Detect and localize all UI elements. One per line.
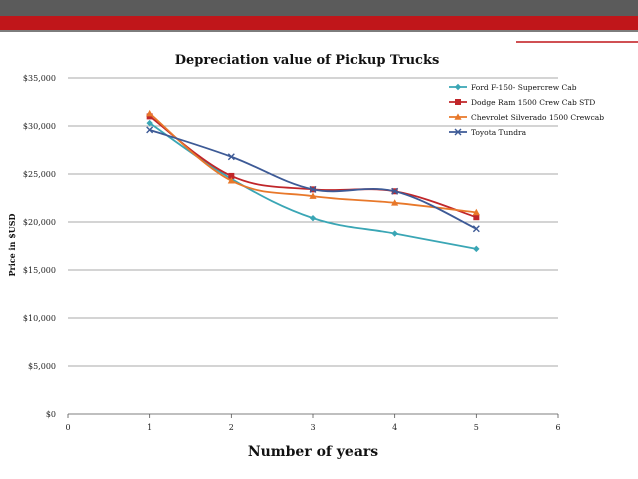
y-axis-label: Price in $USD: [7, 213, 17, 276]
axes: [67, 413, 559, 418]
y-tick-label: $20,000: [23, 218, 56, 227]
data-point: [472, 225, 480, 233]
data-point: [309, 185, 317, 193]
series-lines: [146, 109, 480, 253]
legend-label: Chevrolet Silverado 1500 Crewcab: [471, 113, 604, 122]
series-line: [149, 128, 477, 230]
legend-item: Toyota Tundra: [449, 128, 527, 137]
data-point: [309, 192, 317, 199]
legend-marker: [454, 128, 462, 136]
legend-item: Dodge Ram 1500 Crew Cab STD: [449, 98, 595, 107]
y-tick-label: $5,000: [28, 362, 56, 371]
y-tick-label: $35,000: [23, 74, 56, 83]
tick-labels: $0 $5,000 $10,000 $15,000 $20,000 $25,000 $30,…: [23, 74, 561, 432]
data-point: [228, 172, 235, 179]
data-point: [391, 187, 399, 195]
data-point: [391, 199, 399, 206]
legend-marker: [454, 113, 462, 120]
series-chevrolet-silverado-1500-crewcab: [146, 109, 480, 216]
y-tick-label: $25,000: [23, 170, 56, 179]
series-ford-f-150-supercrew-cab: [146, 119, 480, 253]
data-point: [391, 230, 398, 237]
legend-label: Toyota Tundra: [471, 128, 527, 137]
legend-item: Ford F-150- Supercrew Cab: [449, 83, 577, 92]
top-bar: [0, 0, 638, 16]
series-toyota-tundra: [146, 126, 480, 233]
legend-marker: [454, 83, 462, 91]
data-point: [473, 245, 480, 253]
data-point: [472, 208, 480, 216]
data-point: [146, 113, 153, 120]
data-point: [473, 214, 480, 221]
series-line: [149, 122, 477, 250]
x-tick-label: 2: [229, 423, 234, 432]
accent-bar: [0, 16, 638, 30]
data-point: [227, 177, 235, 184]
x-tick-label: 3: [310, 423, 315, 432]
legend-label: Ford F-150- Supercrew Cab: [471, 83, 577, 92]
y-tick-label: $15,000: [23, 266, 56, 275]
y-tick-label: $0: [46, 410, 56, 419]
y-tick-label: $10,000: [23, 314, 56, 323]
data-point: [146, 126, 154, 134]
y-tick-label: $30,000: [23, 122, 56, 131]
x-axis-label: Number of years: [248, 444, 378, 460]
legend-marker: [455, 99, 461, 105]
data-point: [146, 119, 153, 127]
x-tick-label: 6: [555, 423, 560, 432]
legend-item: Chevrolet Silverado 1500 Crewcab: [449, 113, 604, 122]
x-tick-label: 5: [474, 423, 479, 432]
legend: Ford F-150- Supercrew Cab Dodge Ram 1500 …: [449, 83, 604, 137]
legend-label: Dodge Ram 1500 Crew Cab STD: [471, 98, 595, 107]
data-point: [309, 214, 317, 222]
x-tick-label: 4: [392, 423, 397, 432]
data-point: [227, 153, 235, 161]
x-tick-label: 0: [65, 423, 70, 432]
data-point: [146, 109, 154, 117]
series-line: [149, 115, 477, 219]
chart-title: Depreciation value of Pickup Trucks: [175, 53, 440, 68]
accent-bar-shadow: [0, 30, 638, 32]
x-tick-label: 1: [147, 423, 152, 432]
